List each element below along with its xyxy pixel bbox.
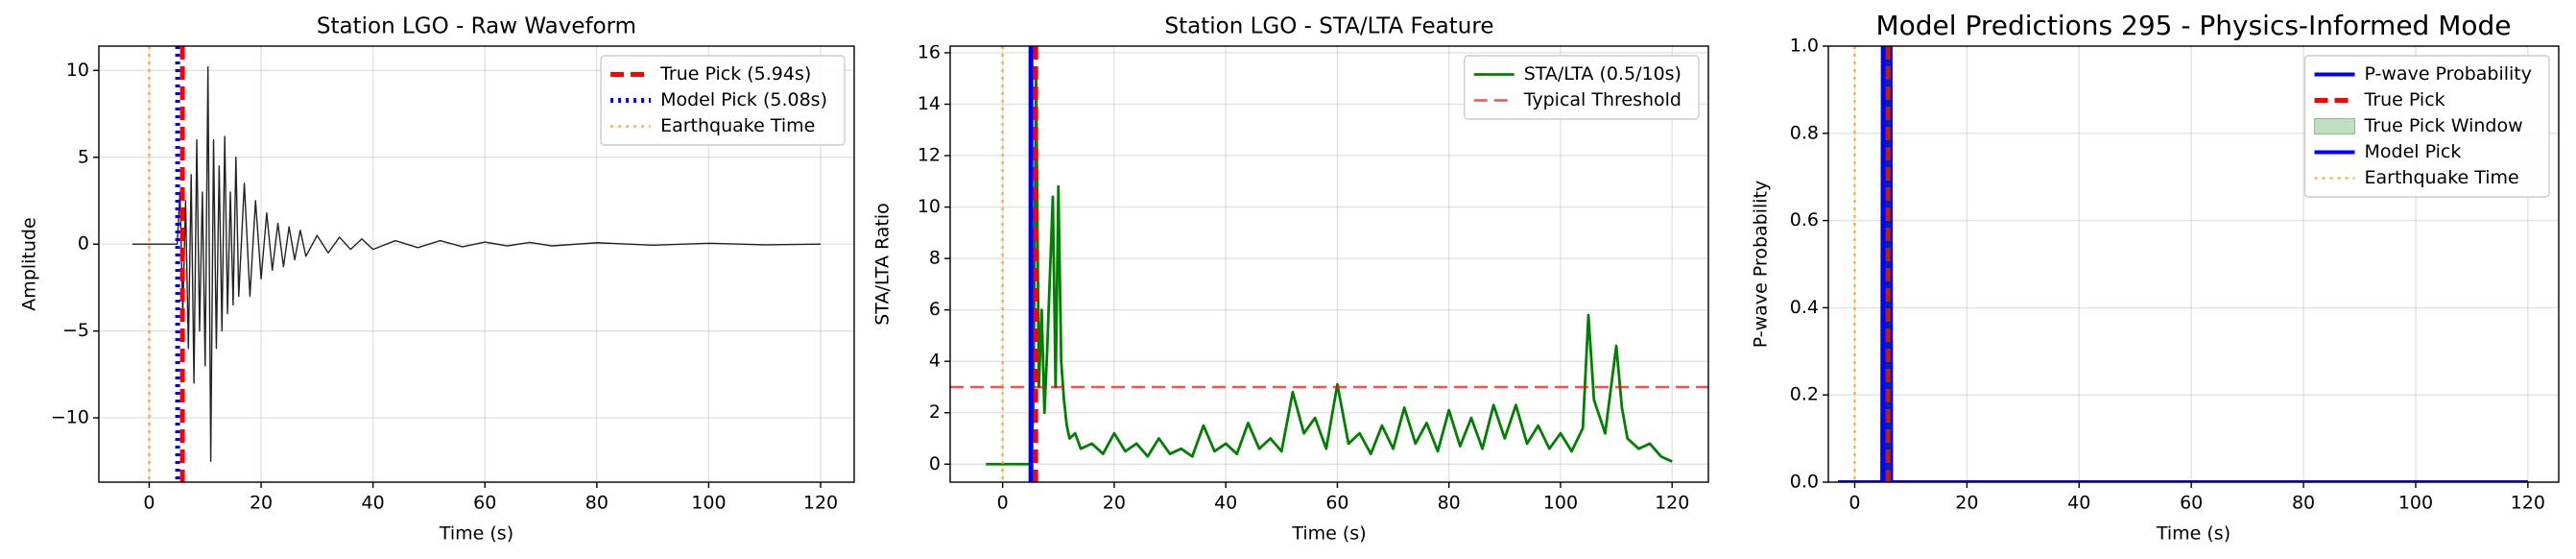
legend-box bbox=[600, 55, 846, 146]
plot-area bbox=[1828, 46, 2559, 482]
y-tick-label: 6 bbox=[929, 299, 941, 320]
legend-label: True Pick (5.94s) bbox=[659, 63, 811, 85]
y-tick-label: 0 bbox=[929, 453, 941, 474]
y-tick-label: 16 bbox=[918, 41, 941, 62]
legend-label: STA/LTA (0.5/10s) bbox=[1524, 63, 1682, 85]
axes-frame bbox=[98, 45, 855, 483]
x-tick-label: 80 bbox=[585, 493, 608, 514]
y-tick-label: −10 bbox=[51, 407, 89, 428]
x-axis-label: Time (s) bbox=[439, 523, 513, 545]
y-tick-label: 0.2 bbox=[1790, 384, 1819, 405]
x-axis-label: Time (s) bbox=[1291, 523, 1366, 545]
x-tick-label: 60 bbox=[473, 493, 496, 514]
x-tick-label: 80 bbox=[1438, 493, 1461, 514]
y-tick-label: 0.6 bbox=[1790, 209, 1819, 231]
series-line bbox=[986, 69, 1673, 466]
y-tick-label: 12 bbox=[918, 145, 941, 166]
y-tick-label: 0.4 bbox=[1790, 297, 1819, 318]
y-tick-label: −5 bbox=[62, 320, 89, 341]
legend-label: Typical Threshold bbox=[1523, 89, 1682, 110]
legend-label: Model Pick bbox=[2365, 141, 2462, 162]
y-tick-label: 8 bbox=[929, 248, 941, 269]
chart-title: Model Predictions 295 - Physics-Informed… bbox=[1875, 10, 2511, 41]
x-tick-label: 100 bbox=[1543, 493, 1578, 514]
x-tick-label: 120 bbox=[2511, 493, 2545, 514]
x-tick-label: 40 bbox=[362, 493, 385, 514]
legend-box bbox=[2303, 55, 2550, 198]
plot-area bbox=[950, 46, 1708, 482]
x-tick-label: 60 bbox=[1325, 493, 1348, 514]
legend-label: Model Pick (5.08s) bbox=[660, 89, 827, 110]
y-tick-label: 10 bbox=[918, 196, 941, 217]
x-tick-label: 0 bbox=[143, 493, 155, 514]
y-tick-label: 2 bbox=[929, 401, 941, 423]
axes-frame bbox=[949, 45, 1709, 483]
y-axis-label: STA/LTA Ratio bbox=[872, 203, 894, 326]
x-tick-label: 40 bbox=[1214, 493, 1237, 514]
y-tick-label: 1.0 bbox=[1790, 36, 1819, 57]
legend: True Pick (5.94s) Model Pick (5.08s) Earth… bbox=[600, 55, 846, 146]
legend: P-wave Probability True Pick True Pick Win… bbox=[2303, 55, 2550, 198]
y-tick-label: 0 bbox=[78, 233, 89, 255]
legend-box bbox=[1464, 55, 1700, 120]
x-tick-label: 20 bbox=[1955, 493, 1978, 514]
chart-title: Station LGO - STA/LTA Feature bbox=[1165, 14, 1494, 39]
legend-label: True Pick bbox=[2364, 89, 2445, 110]
x-tick-label: 100 bbox=[2398, 493, 2433, 514]
legend-label: True Pick Window bbox=[2364, 115, 2523, 136]
legend-label: P-wave Probability bbox=[2365, 63, 2533, 85]
x-tick-label: 20 bbox=[250, 493, 273, 514]
y-tick-label: 14 bbox=[918, 93, 941, 114]
y-tick-label: 0.0 bbox=[1790, 472, 1819, 493]
x-tick-label: 0 bbox=[1849, 493, 1860, 514]
x-tick-label: 120 bbox=[803, 493, 838, 514]
y-axis-label: P-wave Probability bbox=[1751, 181, 1772, 349]
x-tick-label: 100 bbox=[691, 493, 726, 514]
series-line bbox=[131, 66, 822, 462]
axes-frame bbox=[1827, 45, 2560, 483]
legend-label: Earthquake Time bbox=[2365, 167, 2519, 188]
pick-window bbox=[1885, 46, 1892, 482]
y-tick-label: 5 bbox=[78, 146, 89, 167]
legend-swatch bbox=[2314, 118, 2355, 134]
y-tick-label: 0.8 bbox=[1790, 122, 1819, 143]
x-axis-label: Time (s) bbox=[2156, 523, 2230, 545]
legend-label: Earthquake Time bbox=[660, 115, 815, 136]
x-tick-label: 20 bbox=[1103, 493, 1126, 514]
legend: STA/LTA (0.5/10s) Typical Threshold bbox=[1464, 55, 1700, 120]
x-tick-label: 60 bbox=[2180, 493, 2203, 514]
x-tick-label: 0 bbox=[997, 493, 1009, 514]
x-tick-label: 40 bbox=[2067, 493, 2090, 514]
y-tick-label: 10 bbox=[66, 60, 89, 81]
y-tick-label: 4 bbox=[929, 351, 941, 372]
x-tick-label: 120 bbox=[1655, 493, 1689, 514]
y-axis-label: Amplitude bbox=[19, 217, 40, 310]
x-tick-label: 80 bbox=[2292, 493, 2315, 514]
chart-title: Station LGO - Raw Waveform bbox=[317, 14, 636, 39]
